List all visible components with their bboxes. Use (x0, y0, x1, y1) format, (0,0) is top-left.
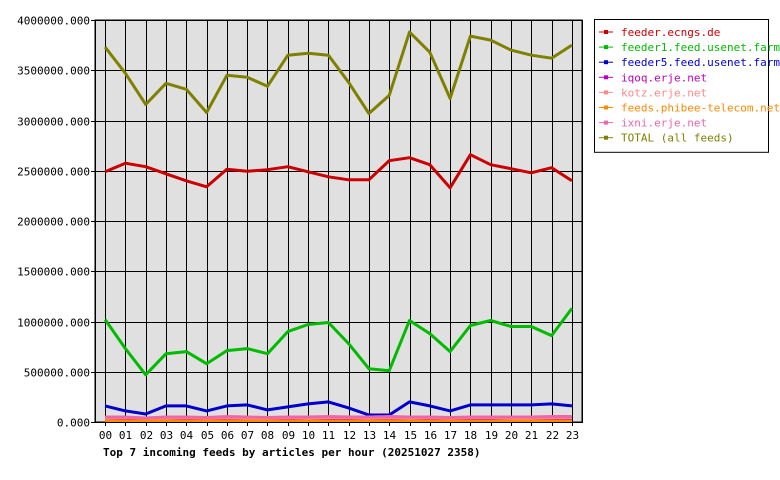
legend-marker (604, 105, 608, 110)
x-tick-label: 11 (322, 429, 335, 442)
x-tick-label: 18 (464, 429, 477, 442)
legend-label: ixni.erje.net (621, 117, 707, 130)
x-tick-label: 07 (241, 429, 254, 442)
series-line-feeder1-feed-usenet-farm (103, 307, 574, 377)
legend-label: feeder5.feed.usenet.farm (621, 56, 780, 69)
legend-marker (604, 45, 608, 50)
y-tick-label: 3500000.000 (17, 65, 90, 78)
x-tick-label: 05 (201, 429, 214, 442)
legend-marker (604, 60, 608, 65)
y-tick-label: 0.000 (57, 417, 90, 430)
x-tick-label: 09 (282, 429, 295, 442)
x-tick-label: 20 (505, 429, 518, 442)
series-line-feeder5-feed-usenet-farm (104, 400, 573, 417)
y-tick-label: 1000000.000 (17, 317, 90, 330)
x-tick-label: 19 (485, 429, 498, 442)
x-tick-label: 01 (119, 429, 132, 442)
x-tick-label: 04 (180, 429, 194, 442)
axes: 0.000500000.0001000000.0001500000.000200… (17, 15, 583, 442)
x-tick-label: 03 (160, 429, 173, 442)
legend-marker (604, 135, 608, 140)
x-tick-label: 00 (99, 429, 112, 442)
x-tick-label: 10 (302, 429, 315, 442)
x-tick-label: 12 (343, 429, 356, 442)
y-tick-label: 2000000.000 (17, 216, 90, 229)
x-tick-label: 21 (525, 429, 538, 442)
legend-marker (604, 30, 608, 34)
x-tick-label: 22 (546, 429, 559, 442)
series-line-ixni-erje-net (105, 415, 572, 420)
x-tick-label: 06 (221, 429, 234, 442)
x-tick-label: 17 (444, 429, 457, 442)
chart-title: Top 7 incoming feeds by articles per hou… (103, 446, 481, 459)
y-tick-label: 500000.000 (24, 367, 90, 380)
y-tick-label: 3000000.000 (17, 116, 90, 129)
legend-label: feeder.ecngs.de (621, 26, 720, 39)
legend-label: feeds.phibee-telecom.net (621, 102, 780, 115)
y-tick-label: 4000000.000 (17, 15, 90, 28)
legend-marker (604, 120, 608, 125)
legend-marker (604, 90, 608, 95)
legend: feeder.ecngs.de feeder1.feed.usenet.farm f… (594, 19, 780, 153)
legend-label: feeder1.feed.usenet.farm (621, 41, 780, 54)
x-tick-label: 15 (404, 429, 417, 442)
legend-label: TOTAL (all feeds) (621, 132, 734, 145)
legend-box (594, 19, 769, 153)
plot-border (95, 20, 583, 423)
x-tick-label: 02 (140, 429, 153, 442)
legend-label: iqoq.erje.net (621, 71, 707, 84)
x-tick-label: 14 (383, 429, 397, 442)
y-tick-label: 1500000.000 (17, 266, 90, 279)
x-tick-label: 13 (363, 429, 376, 442)
series-line-total-all-feeds (103, 30, 573, 115)
legend-label: kotz.erje.net (621, 86, 707, 99)
x-tick-label: 23 (566, 429, 579, 442)
series-lines (103, 30, 574, 423)
x-tick-label: 08 (261, 429, 274, 442)
x-tick-label: 16 (424, 429, 437, 442)
legend-marker (604, 75, 608, 80)
series-line-feeder-ecngs-de (104, 153, 573, 190)
y-tick-label: 2500000.000 (17, 166, 90, 179)
